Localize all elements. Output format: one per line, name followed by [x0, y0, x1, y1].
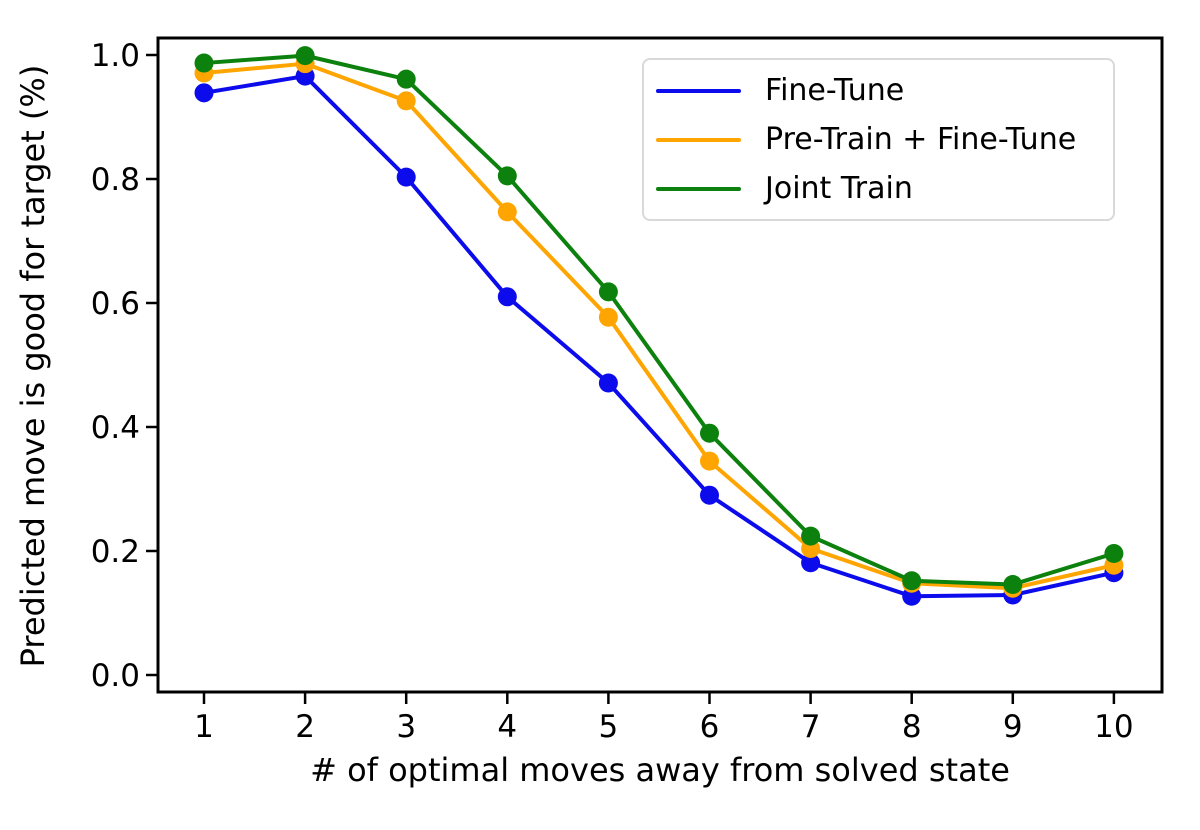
- data-point: [902, 571, 922, 591]
- data-point: [497, 202, 517, 222]
- data-point: [801, 553, 821, 573]
- data-point: [700, 423, 719, 443]
- x-tick-label: 9: [1003, 709, 1023, 745]
- data-point: [598, 282, 618, 302]
- series-line-joint-train: [202, 53, 1116, 587]
- y-axis-label: Predicted move is good for target (%): [14, 64, 52, 668]
- series-line-fine-tune: [202, 74, 1116, 599]
- data-point: [194, 53, 214, 73]
- y-tick-label: 0.0: [91, 658, 140, 694]
- x-tick-label: 10: [1094, 709, 1133, 745]
- legend-line-sample-green: [656, 186, 741, 191]
- data-point: [598, 373, 618, 393]
- x-tick-label: 7: [801, 709, 821, 745]
- x-axis-label: # of optimal moves away from solved stat…: [310, 751, 1010, 789]
- data-point: [700, 451, 719, 471]
- y-tick-label: 1.0: [91, 38, 140, 74]
- data-point: [396, 167, 416, 187]
- data-point: [902, 586, 922, 606]
- data-point: [295, 46, 315, 66]
- data-point: [396, 69, 416, 89]
- legend-entry-pretrain-finetune: Pre-Train + Fine-Tune: [656, 122, 1107, 157]
- y-tick-label: 0.8: [91, 162, 140, 198]
- legend-label: Pre-Train + Fine-Tune: [765, 122, 1077, 157]
- legend-line-sample-blue: [656, 88, 741, 93]
- x-tick-label: 3: [396, 709, 416, 745]
- data-point: [700, 485, 719, 505]
- axes-spines: [156, 36, 1164, 694]
- x-tick-label: 5: [599, 709, 619, 745]
- x-tick-label: 8: [902, 709, 922, 745]
- data-point: [497, 287, 517, 307]
- legend-label: Joint Train: [765, 171, 913, 206]
- x-tick-label: 1: [194, 709, 214, 745]
- y-tick-label: 0.4: [91, 410, 140, 446]
- x-tick-label: 4: [497, 709, 517, 745]
- x-tick-label: 6: [700, 709, 720, 745]
- data-point: [396, 91, 416, 111]
- series-line-pre-train-fine-tune: [202, 61, 1116, 591]
- legend-entry-fine-tune: Fine-Tune: [656, 73, 1107, 108]
- legend: Fine-Tune Pre-Train + Fine-Tune Joint Tr…: [642, 58, 1115, 221]
- y-tick-label: 0.2: [91, 534, 140, 570]
- data-point: [1003, 574, 1023, 594]
- x-tick-label: 2: [295, 709, 315, 745]
- legend-line-sample-orange: [656, 137, 741, 142]
- data-point: [497, 166, 517, 186]
- data-point: [1104, 543, 1124, 563]
- data-point: [598, 307, 618, 327]
- legend-label: Fine-Tune: [765, 73, 905, 108]
- y-tick-label: 0.6: [91, 286, 140, 322]
- legend-entry-joint-train: Joint Train: [656, 171, 1107, 206]
- data-point: [194, 83, 214, 103]
- data-point: [801, 526, 821, 546]
